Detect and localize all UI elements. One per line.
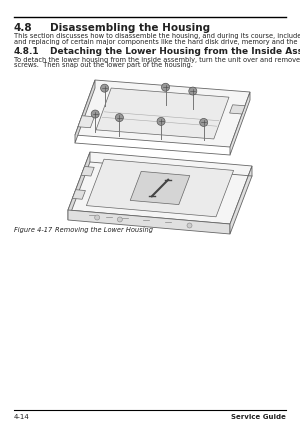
Text: This section discusses how to disassemble the housing, and during its course, in: This section discusses how to disassembl… [14,33,300,39]
Circle shape [100,84,109,92]
Text: screws.  Then snap out the lower part of the housing.: screws. Then snap out the lower part of … [14,62,193,68]
Polygon shape [230,166,252,234]
Text: To detach the lower housing from the inside assembly, turn the unit over and rem: To detach the lower housing from the ins… [14,56,300,62]
Circle shape [157,117,165,125]
Polygon shape [86,159,234,217]
Polygon shape [130,171,190,204]
Polygon shape [68,152,252,224]
Circle shape [161,83,169,91]
Circle shape [117,217,122,222]
Polygon shape [96,88,229,139]
Polygon shape [230,92,250,155]
Text: Removing the Lower Housing: Removing the Lower Housing [55,227,153,233]
Circle shape [95,215,100,220]
Polygon shape [81,167,94,176]
Text: Disassembling the Housing: Disassembling the Housing [50,23,210,33]
Text: Detaching the Lower Housing from the Inside Assembly: Detaching the Lower Housing from the Ins… [50,47,300,56]
Polygon shape [230,105,245,114]
Polygon shape [75,80,250,147]
Polygon shape [68,152,90,220]
Text: Service Guide: Service Guide [231,414,286,420]
Circle shape [189,87,197,95]
Circle shape [91,110,99,118]
Text: 4.8.1: 4.8.1 [14,47,40,56]
Text: and replacing of certain major components like the hard disk drive, memory and t: and replacing of certain major component… [14,39,300,45]
Polygon shape [72,190,86,199]
Circle shape [116,113,123,122]
Polygon shape [78,116,94,128]
Circle shape [187,223,192,228]
Text: 4-14: 4-14 [14,414,30,420]
Circle shape [200,119,208,127]
Text: 4.8: 4.8 [14,23,33,33]
Text: Figure 4-17: Figure 4-17 [14,227,52,233]
Polygon shape [75,80,95,143]
Polygon shape [68,210,230,234]
